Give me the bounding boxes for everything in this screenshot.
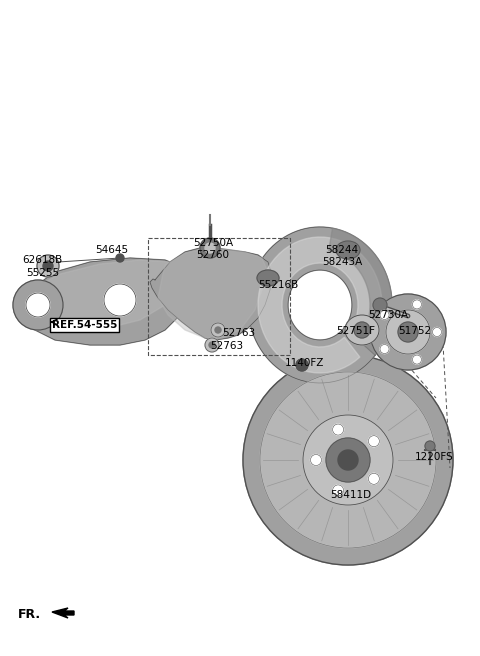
Circle shape	[368, 436, 379, 447]
Circle shape	[260, 372, 436, 548]
Text: 62618B: 62618B	[22, 255, 62, 265]
Circle shape	[311, 455, 322, 466]
Text: 52760: 52760	[196, 250, 229, 260]
Circle shape	[333, 485, 344, 496]
Text: 54645: 54645	[95, 245, 128, 255]
Circle shape	[243, 355, 453, 565]
Circle shape	[211, 323, 225, 337]
Circle shape	[380, 310, 389, 319]
Circle shape	[373, 298, 387, 312]
Circle shape	[303, 415, 393, 505]
Circle shape	[370, 294, 446, 370]
Circle shape	[333, 424, 344, 435]
Circle shape	[209, 342, 215, 348]
Circle shape	[215, 327, 221, 333]
Text: 1220FS: 1220FS	[415, 452, 454, 462]
Polygon shape	[248, 227, 392, 383]
Text: 51752: 51752	[398, 326, 431, 336]
Polygon shape	[30, 260, 182, 330]
Ellipse shape	[345, 315, 379, 345]
Circle shape	[43, 261, 53, 271]
Circle shape	[205, 243, 215, 253]
Circle shape	[425, 441, 435, 451]
Text: 55216B: 55216B	[258, 280, 298, 290]
Polygon shape	[150, 248, 272, 340]
Text: 1140FZ: 1140FZ	[285, 358, 324, 368]
Polygon shape	[329, 228, 392, 355]
Circle shape	[200, 238, 220, 258]
Circle shape	[205, 338, 219, 352]
Polygon shape	[258, 237, 382, 373]
Polygon shape	[52, 608, 74, 618]
Text: 52763: 52763	[222, 328, 255, 338]
Text: 58411D: 58411D	[330, 490, 371, 500]
Circle shape	[432, 327, 442, 337]
Circle shape	[354, 322, 370, 338]
Polygon shape	[158, 249, 268, 338]
Circle shape	[412, 300, 421, 309]
Bar	[148, 238, 290, 355]
Circle shape	[26, 293, 50, 317]
Circle shape	[368, 474, 379, 484]
Ellipse shape	[257, 270, 279, 286]
Text: 52750A: 52750A	[193, 238, 233, 248]
Circle shape	[116, 254, 124, 262]
Text: 52730A: 52730A	[368, 310, 408, 320]
Circle shape	[386, 310, 430, 354]
Circle shape	[398, 322, 418, 342]
Text: 55255: 55255	[26, 268, 59, 278]
Text: 58243A: 58243A	[322, 257, 362, 267]
Circle shape	[13, 280, 63, 330]
Text: 52751F: 52751F	[336, 326, 375, 336]
Circle shape	[338, 450, 358, 470]
Circle shape	[104, 284, 136, 316]
Circle shape	[380, 344, 389, 354]
Ellipse shape	[336, 241, 360, 259]
Circle shape	[296, 359, 308, 371]
Text: 58244: 58244	[325, 245, 358, 255]
Text: FR.: FR.	[18, 608, 41, 621]
Polygon shape	[20, 258, 190, 345]
Circle shape	[37, 255, 59, 277]
Circle shape	[412, 355, 421, 364]
Circle shape	[326, 438, 370, 482]
Text: 52763: 52763	[210, 341, 243, 351]
Text: REF.54-555: REF.54-555	[52, 320, 118, 330]
